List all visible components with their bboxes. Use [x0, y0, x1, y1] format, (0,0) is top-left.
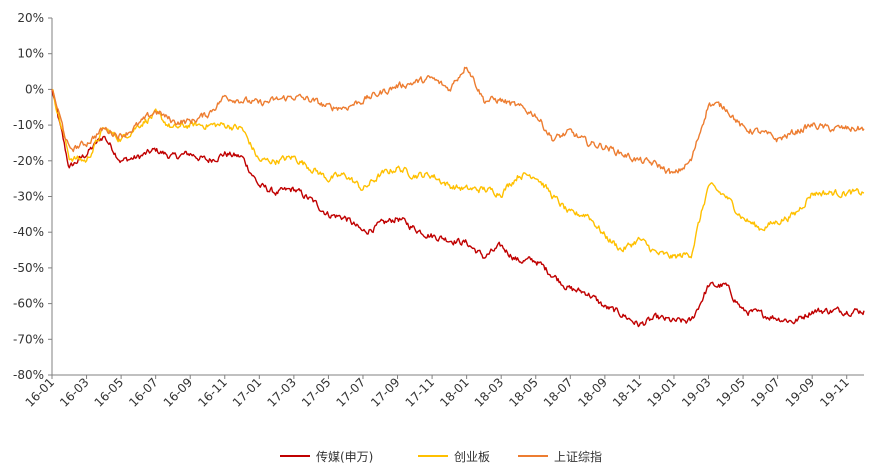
y-tick-label: -30% — [13, 190, 44, 204]
series-line-1 — [51, 88, 865, 259]
x-tick-label: 17-09 — [368, 375, 403, 410]
legend-label: 创业板 — [454, 450, 490, 464]
x-axis: 16-01 16-03 16-05 16-07 16-09 16-11 17-01 17-03… — [23, 374, 864, 410]
y-tick-label: -80% — [13, 368, 44, 382]
y-tick-label: 20% — [17, 11, 44, 25]
legend: 传媒(申万) 创业板 上证综指 — [280, 449, 602, 464]
x-tick-label: 16-11 — [195, 375, 230, 410]
y-tick-label: -10% — [13, 118, 44, 132]
y-tick-label: -20% — [13, 154, 44, 168]
x-tick-label: 18-09 — [575, 375, 610, 410]
x-tick-label: 18-01 — [437, 375, 472, 410]
y-tick-label: -40% — [13, 225, 44, 239]
x-tick-label: 16-03 — [57, 375, 92, 410]
y-tick-label: -60% — [13, 297, 44, 311]
y-tick-label: -50% — [13, 261, 44, 275]
legend-label: 传媒(申万) — [316, 449, 373, 464]
x-tick-label: 19-01 — [645, 375, 680, 410]
x-tick-label: 18-05 — [506, 375, 541, 410]
x-tick-label: 19-09 — [783, 375, 818, 410]
x-tick-label: 17-11 — [403, 375, 438, 410]
x-tick-label: 19-03 — [679, 375, 714, 410]
series-line-0 — [51, 89, 865, 328]
y-tick-label: 0% — [25, 82, 44, 96]
x-tick-label: 17-07 — [334, 375, 369, 410]
legend-label: 上证综指 — [554, 449, 602, 464]
x-tick-label: 18-07 — [541, 375, 576, 410]
x-tick-label: 16-09 — [161, 375, 196, 410]
series-line-2 — [51, 66, 865, 175]
x-tick-label: 18-03 — [472, 375, 507, 410]
x-tick-label: 17-05 — [299, 375, 334, 410]
x-tick-label: 19-07 — [748, 375, 783, 410]
y-axis: 20% 10% 0% -10% -20% -30% -40% -50% -60% -70% -80% — [13, 11, 53, 382]
series-layer — [51, 66, 865, 328]
x-tick-label: 17-01 — [230, 375, 265, 410]
x-tick-label: 16-07 — [126, 375, 161, 410]
x-tick-label: 16-05 — [92, 375, 127, 410]
x-tick-label: 18-11 — [610, 375, 645, 410]
x-tick-label: 19-05 — [714, 375, 749, 410]
y-tick-label: 10% — [17, 47, 44, 61]
x-tick-label: 19-11 — [817, 375, 852, 410]
y-tick-label: -70% — [13, 332, 44, 346]
x-tick-label: 17-03 — [264, 375, 299, 410]
